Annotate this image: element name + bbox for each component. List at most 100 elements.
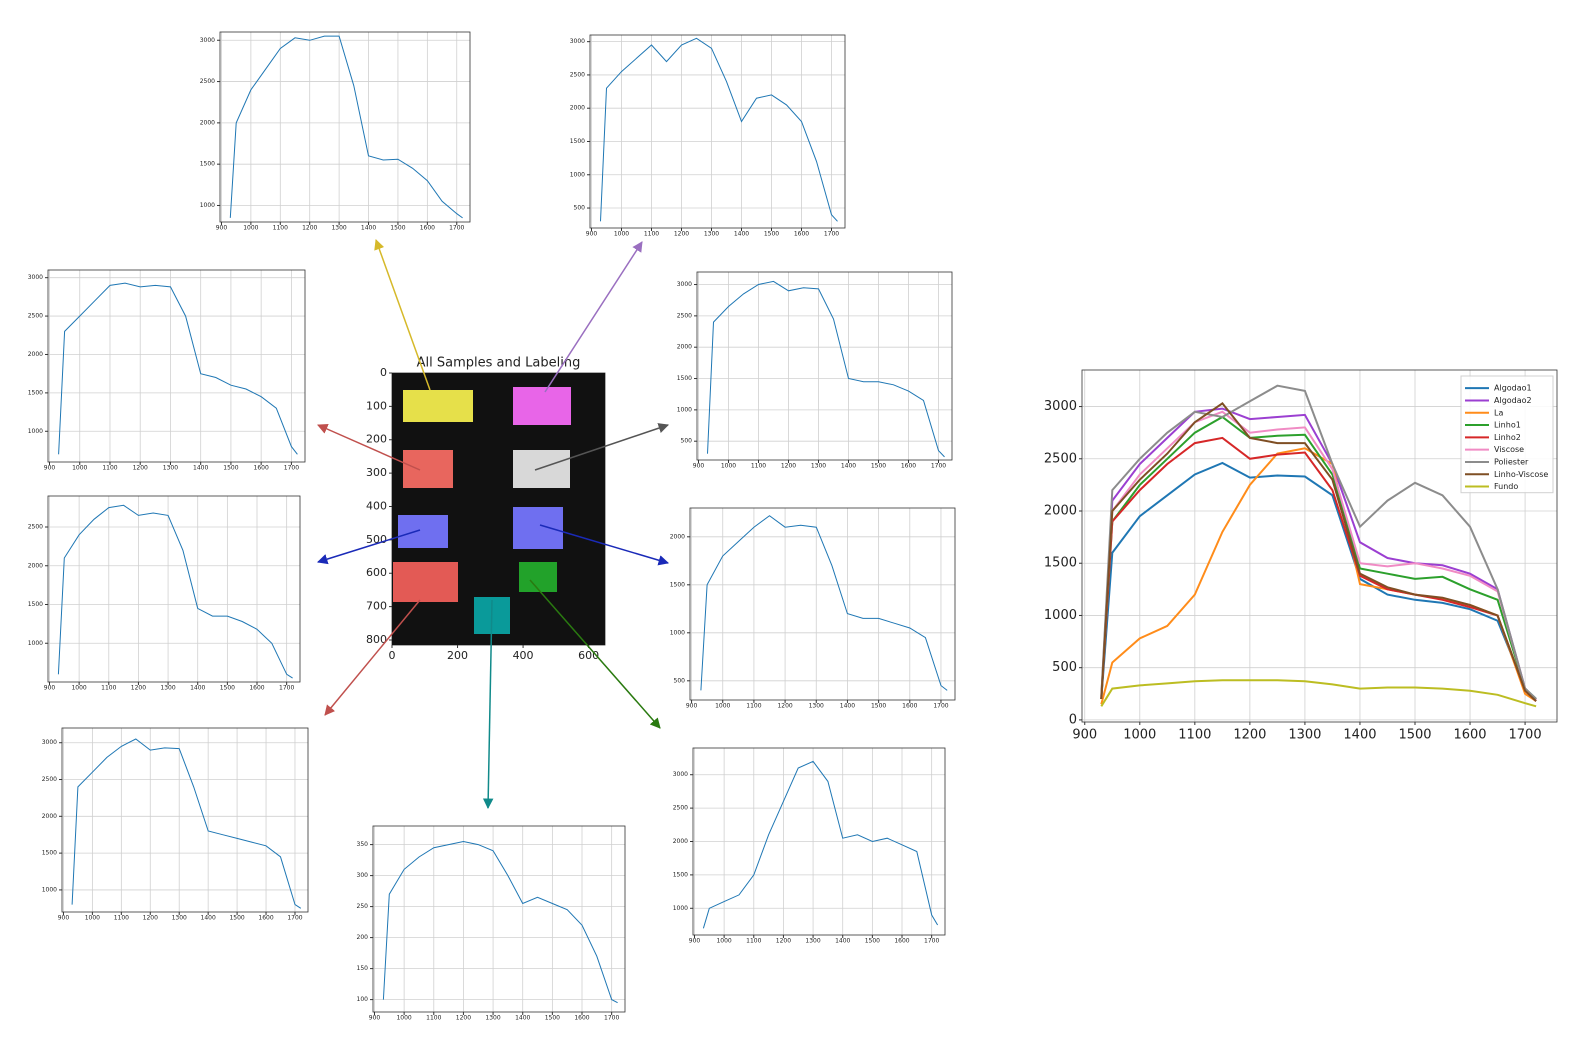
x-tick-label: 900 [44,685,56,692]
y-tick-label: 2500 [28,313,43,320]
y-tick-label: 1000 [570,171,585,178]
x-tick-label: 1400 [193,465,208,472]
y-tick-label: 1500 [677,375,692,382]
x-tick-label: 900 [58,915,70,922]
y-tick-label: 1000 [1044,608,1077,623]
y-tick-label: 0 [1069,712,1077,727]
y-tick-label: 500 [1052,660,1077,675]
plot-area [590,35,845,228]
x-tick-label: 1300 [485,1015,500,1022]
x-tick-label: 0 [389,649,396,662]
y-tick-label: 2000 [28,351,43,358]
x-tick-label: 1000 [71,685,86,692]
y-tick-label: 2000 [570,105,585,112]
legend-label: Linho1 [1494,421,1521,430]
y-tick-label: 2500 [677,312,692,319]
y-tick-label: 1000 [673,905,688,912]
y-tick-label: 3000 [673,771,688,778]
y-tick-label: 500 [681,438,693,445]
y-tick-label: 1500 [1044,556,1077,571]
x-tick-label: 1400 [201,915,216,922]
sample-patch [519,562,557,592]
y-tick-label: 2500 [1044,451,1077,466]
y-tick-label: 2000 [200,119,215,126]
y-tick-label: 1000 [677,406,692,413]
y-tick-label: 2500 [42,776,57,783]
x-tick-label: 1500 [764,231,779,238]
legend-label: Linho-Viscose [1494,470,1548,479]
y-tick-label: 350 [357,841,369,848]
x-tick-label: 1400 [835,938,850,945]
x-tick-label: 1200 [1233,728,1266,743]
x-tick-label: 1600 [420,225,435,232]
x-tick-label: 1200 [131,685,146,692]
x-tick-label: 900 [1072,728,1097,743]
x-tick-label: 1300 [809,703,824,710]
y-tick-label: 150 [357,965,369,972]
x-tick-label: 1100 [1178,728,1211,743]
x-tick-label: 1500 [223,465,238,472]
y-tick-label: 1000 [670,629,685,636]
x-tick-label: 1100 [426,1015,441,1022]
x-tick-label: 900 [693,463,705,470]
x-tick-label: 1500 [871,463,886,470]
x-tick-label: 1100 [644,231,659,238]
x-tick-label: 1600 [249,685,264,692]
x-tick-label: 1000 [721,463,736,470]
x-tick-label: 1300 [1288,728,1321,743]
x-tick-label: 1600 [901,463,916,470]
x-tick-label: 1100 [746,703,761,710]
x-tick-label: 900 [586,231,598,238]
y-tick-label: 250 [357,903,369,910]
x-tick-label: 900 [44,465,56,472]
x-tick-label: 1000 [72,465,87,472]
x-tick-label: 200 [447,649,468,662]
x-tick-label: 900 [216,225,228,232]
y-tick-label: 500 [574,205,586,212]
image-title: All Samples and Labeling [417,356,581,371]
x-tick-label: 1200 [456,1015,471,1022]
x-tick-label: 1400 [734,231,749,238]
x-tick-label: 1200 [777,703,792,710]
plot-area [62,728,308,912]
x-tick-label: 1500 [545,1015,560,1022]
y-tick-label: 1500 [200,161,215,168]
y-tick-label: 3000 [28,274,43,281]
x-tick-label: 1400 [190,685,205,692]
x-tick-label: 1600 [254,465,269,472]
y-tick-label: 1000 [200,202,215,209]
legend-label: Linho2 [1494,433,1521,442]
y-tick-label: 1000 [28,428,43,435]
y-tick-label: 3000 [570,38,585,45]
axes: 9001000110012001300140015001600170005001… [1044,370,1557,743]
axes: 9001000110012001300140015001600170010001… [200,32,470,232]
y-tick-label: 700 [366,600,387,613]
plot-area [373,826,625,1012]
y-tick-label: 200 [357,934,369,941]
x-tick-label: 1300 [172,915,187,922]
y-tick-label: 300 [357,872,369,879]
arrow [325,600,420,715]
x-tick-label: 1700 [824,231,839,238]
x-tick-label: 1500 [229,915,244,922]
y-tick-label: 2000 [1044,504,1077,519]
legend-label: La [1494,408,1503,417]
x-tick-label: 1600 [902,703,917,710]
sample-patch [398,515,448,548]
x-tick-label: 1600 [1453,728,1486,743]
x-tick-label: 1700 [931,463,946,470]
x-tick-label: 1200 [776,938,791,945]
x-tick-label: 900 [686,703,698,710]
sample-patch [513,387,571,425]
y-tick-label: 1500 [28,389,43,396]
sample-image [392,373,605,645]
x-tick-label: 1200 [302,225,317,232]
y-tick-label: 1000 [42,886,57,893]
y-tick-label: 2000 [673,838,688,845]
x-tick-label: 1700 [933,703,948,710]
x-tick-label: 1300 [805,938,820,945]
x-tick-label: 1000 [614,231,629,238]
